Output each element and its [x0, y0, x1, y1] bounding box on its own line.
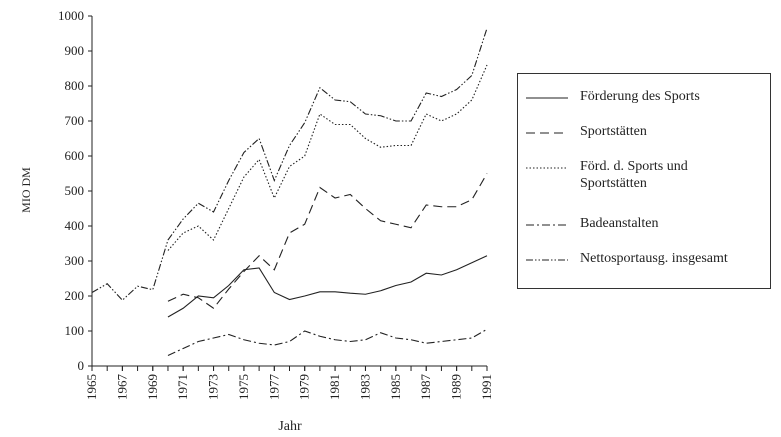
series-line	[91, 28, 488, 301]
legend-label: Badeanstalten	[580, 216, 659, 231]
y-tick-label: 200	[65, 288, 85, 303]
legend-swatch	[526, 167, 568, 169]
legend-item: Förd. d. Sports und Sportstätten	[526, 158, 752, 192]
x-tick-label: 1985	[388, 374, 403, 400]
legend-swatch	[526, 224, 568, 226]
legend-item: Sportstätten	[526, 123, 752, 140]
y-axis-label: MIO DM	[19, 167, 33, 213]
legend-label: Nettosportausg. insgesamt	[580, 251, 728, 266]
x-tick-label: 1969	[145, 374, 160, 400]
legend-label: Förd. d. Sports und Sportstätten	[580, 159, 688, 191]
x-tick-label: 1987	[418, 374, 433, 401]
legend-item: Förderung des Sports	[526, 88, 752, 105]
x-tick-label: 1977	[266, 374, 281, 401]
series-line	[167, 328, 488, 356]
x-tick-label: 1991	[479, 374, 494, 400]
series-line	[167, 173, 488, 309]
x-tick-label: 1981	[327, 374, 342, 400]
x-tick-label: 1971	[175, 374, 190, 400]
y-tick-label: 900	[65, 43, 85, 58]
y-tick-label: 300	[65, 253, 85, 268]
y-tick-label: 100	[65, 323, 85, 338]
y-tick-label: 500	[65, 183, 85, 198]
legend-label: Sportstätten	[580, 124, 647, 139]
x-tick-label: 1975	[236, 374, 251, 400]
x-tick-label: 1979	[297, 374, 312, 400]
y-tick-label: 800	[65, 78, 85, 93]
x-tick-label: 1989	[449, 374, 464, 400]
series-line	[167, 255, 488, 318]
x-tick-label: 1983	[357, 374, 372, 400]
y-tick-label: 400	[65, 218, 85, 233]
x-axis-label: Jahr	[278, 419, 302, 434]
y-tick-label: 1000	[58, 8, 84, 23]
y-tick-label: 700	[65, 113, 85, 128]
y-tick-label: 0	[78, 358, 85, 373]
legend-swatch	[526, 97, 568, 99]
legend-item: Badeanstalten	[526, 215, 752, 232]
legend: Förderung des Sports Sportstätten Förd. d.…	[517, 73, 771, 289]
x-tick-label: 1967	[114, 374, 129, 401]
y-tick-label: 600	[65, 148, 85, 163]
legend-label: Förderung des Sports	[580, 89, 700, 104]
x-tick-label: 1965	[84, 374, 99, 400]
legend-swatch	[526, 259, 568, 261]
legend-item: Nettosportausg. insgesamt	[526, 250, 752, 267]
x-tick-label: 1973	[206, 374, 221, 400]
legend-swatch	[526, 132, 568, 134]
series-line	[167, 64, 488, 251]
